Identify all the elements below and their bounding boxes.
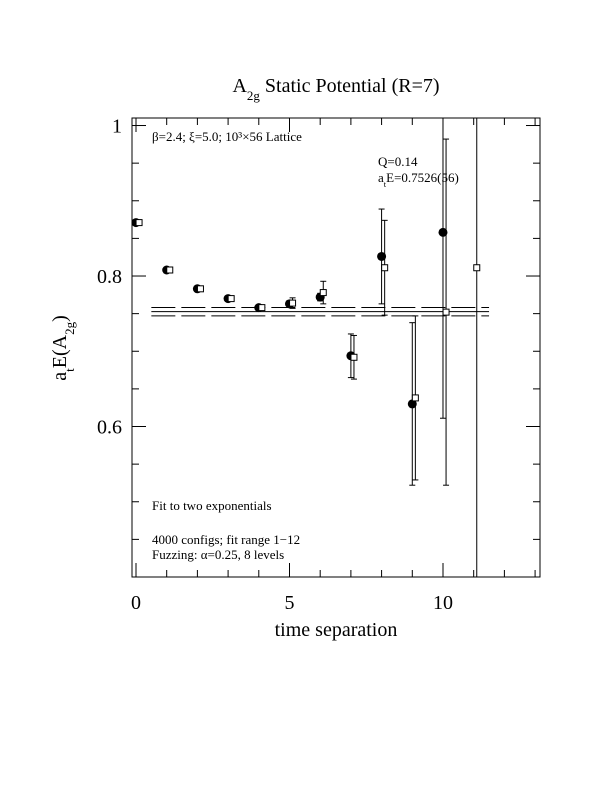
plot-frame	[131, 117, 541, 578]
point	[166, 266, 174, 274]
text-part: a	[378, 170, 384, 185]
point	[407, 399, 417, 409]
annotation: Fuzzing: α=0.25, 8 levels	[152, 547, 284, 562]
text-part: t	[62, 368, 77, 372]
point	[196, 285, 204, 293]
y-tick-label: 1	[112, 116, 122, 138]
point	[381, 264, 389, 272]
point	[473, 264, 481, 272]
point	[442, 308, 450, 316]
annotation: atE=0.7526(56)	[378, 170, 459, 189]
point	[438, 227, 448, 237]
x-tick-label: 5	[284, 592, 294, 614]
point	[319, 289, 327, 297]
text-part: )	[49, 315, 71, 322]
text-part: Static Potential (R=7)	[260, 75, 440, 97]
text-part: E=0.7526(56)	[386, 170, 459, 185]
annotation: 4000 configs; fit range 1−12	[152, 532, 300, 547]
x-tick-label: 0	[131, 592, 141, 614]
point	[350, 353, 358, 361]
y-axis-label: atE(A2g)	[49, 315, 77, 381]
point	[258, 304, 266, 312]
x-axis-label: time separation	[275, 619, 398, 641]
text-part: t	[384, 179, 387, 189]
text-part: 2g	[247, 88, 261, 103]
chart-title: A2g Static Potential (R=7)	[232, 75, 439, 103]
point	[227, 295, 235, 303]
point	[135, 219, 143, 227]
text-part: E(A	[49, 334, 71, 368]
point	[411, 394, 419, 402]
x-tick-label: 10	[433, 592, 453, 614]
annotation: Q=0.14	[378, 154, 418, 169]
point	[377, 251, 387, 261]
text-part: 2g	[62, 321, 77, 335]
text-part: A	[232, 75, 247, 97]
y-tick-label: 0.8	[97, 266, 122, 288]
point	[289, 299, 297, 307]
annotation: Fit to two exponentials	[152, 498, 272, 513]
y-tick-label: 0.6	[97, 417, 122, 439]
annotation: β=2.4; ξ=5.0; 10³×56 Lattice	[152, 129, 302, 144]
text-part: a	[49, 372, 71, 381]
